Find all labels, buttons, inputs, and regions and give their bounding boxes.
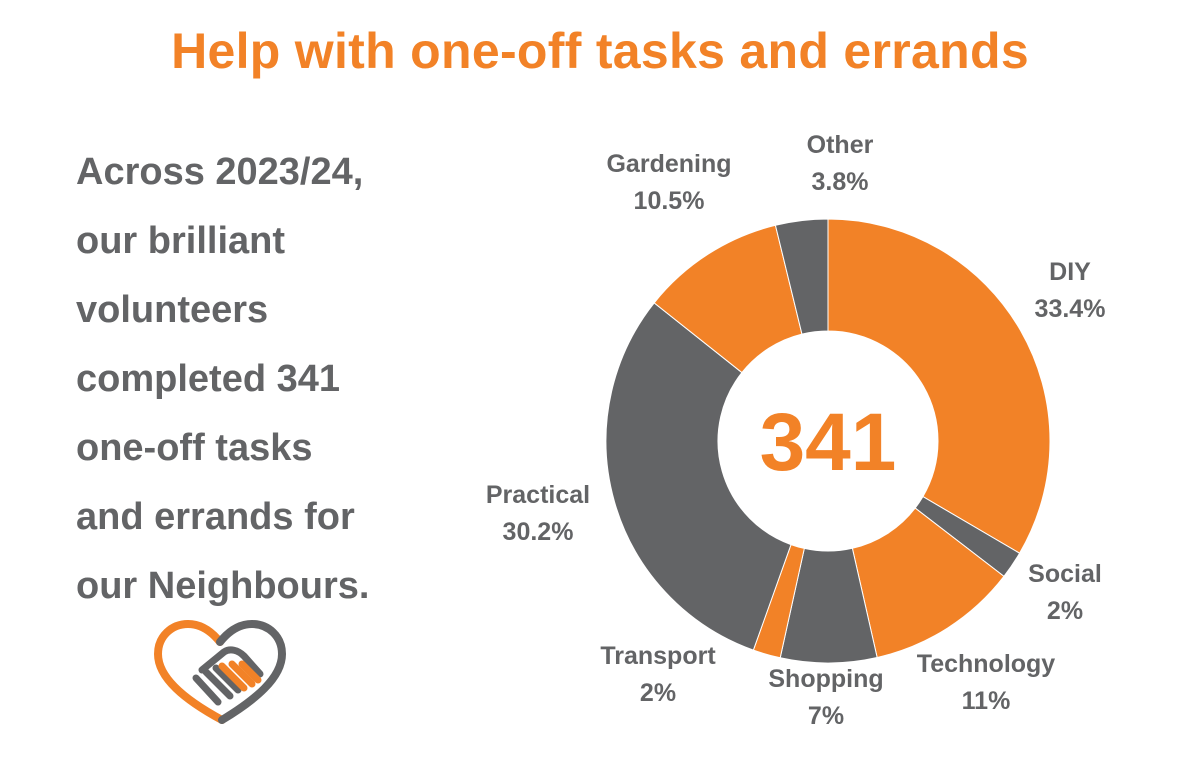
donut-hole [718,331,938,551]
label-value: 30.2% [503,518,574,546]
page-title: Help with one-off tasks and errands [171,23,1029,79]
label-value: 2% [640,679,676,707]
heart-handshake-icon [154,620,286,724]
label-shopping: Shopping 7% [768,665,883,730]
label-value: 2% [1047,597,1083,625]
label-category: Other [807,131,874,159]
intro-text: Across 2023/24, our brilliant volunteers… [76,151,370,607]
label-category: Shopping [768,665,883,693]
label-category: Gardening [606,150,731,178]
label-category: DIY [1049,258,1091,286]
label-social: Social 2% [1028,560,1102,625]
label-diy: DIY 33.4% [1035,258,1106,323]
label-value: 3.8% [812,168,869,196]
label-category: Technology [917,650,1056,678]
label-category: Social [1028,560,1102,588]
label-category: Transport [600,642,716,670]
label-technology: Technology 11% [917,650,1056,715]
label-transport: Transport 2% [600,642,716,707]
label-gardening: Gardening 10.5% [606,150,731,215]
label-value: 10.5% [634,187,705,215]
label-practical: Practical 30.2% [486,481,590,546]
label-value: 11% [962,687,1011,715]
label-other: Other 3.8% [807,131,874,196]
label-value: 33.4% [1035,295,1106,323]
label-value: 7% [808,702,844,730]
center-total: 341 [760,397,897,488]
label-category: Practical [486,481,590,509]
